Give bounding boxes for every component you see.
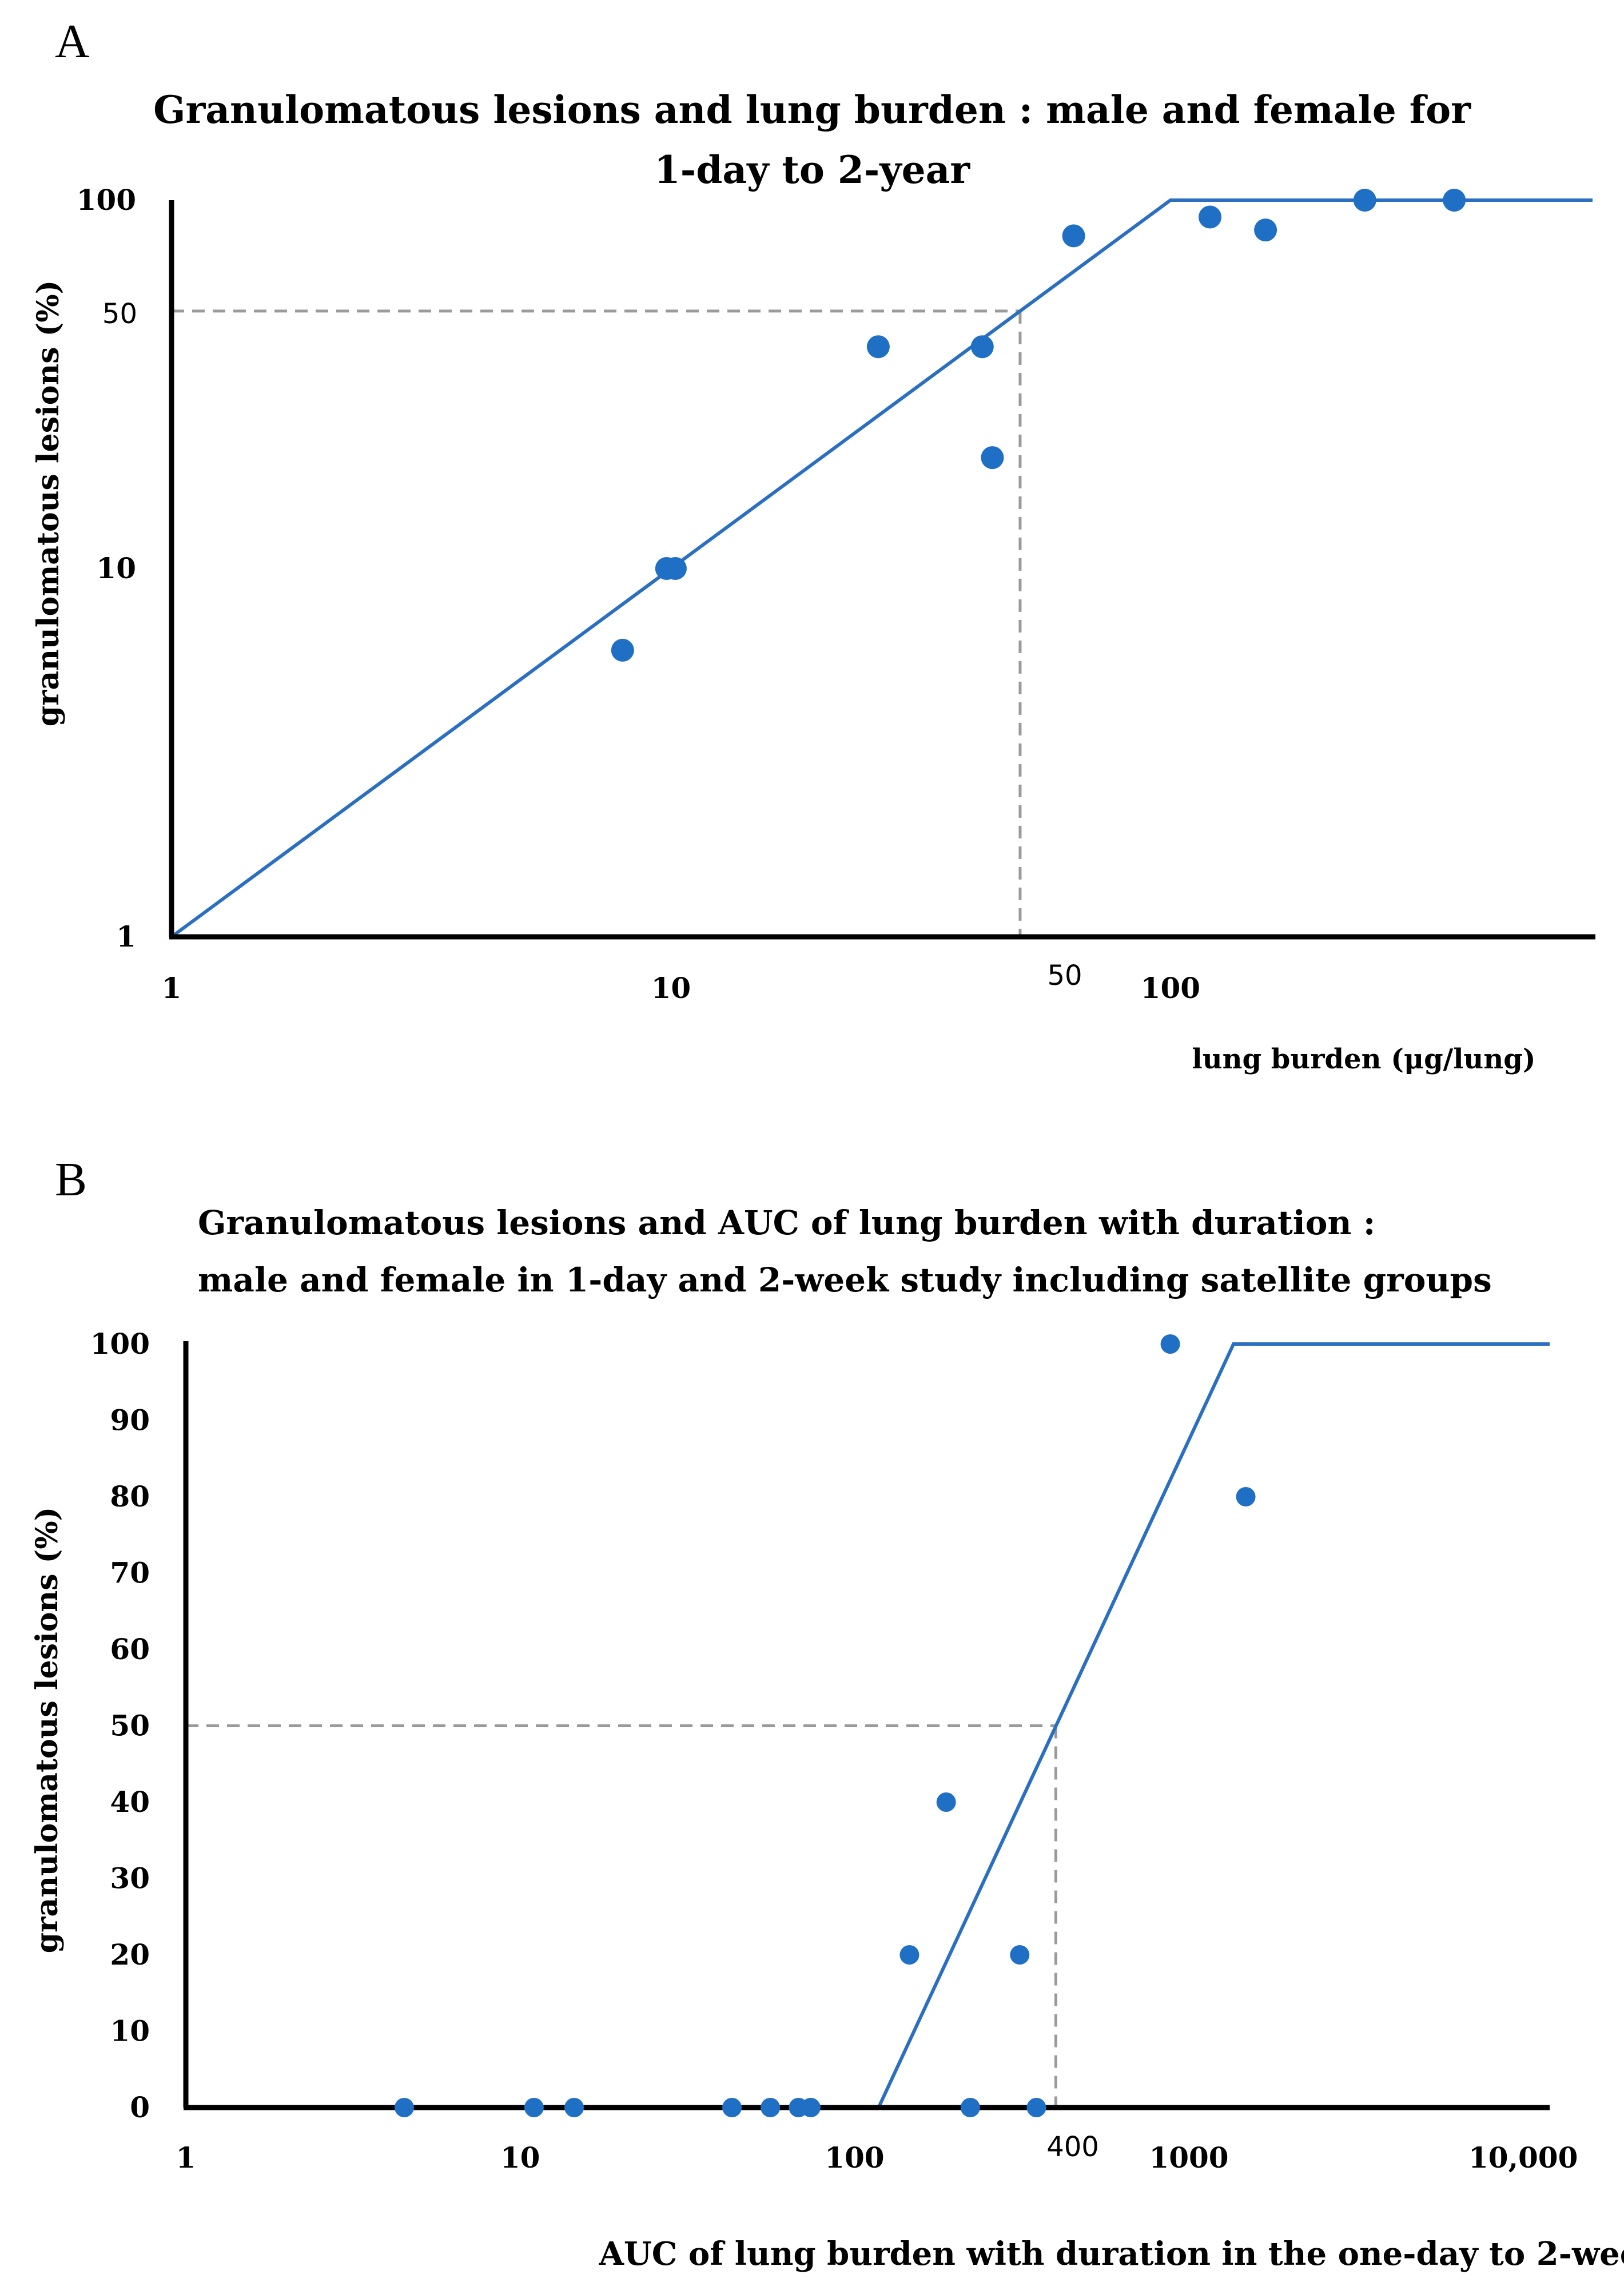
a-y-tick-label: 100 xyxy=(77,183,136,217)
a-data-point-1 xyxy=(611,638,634,662)
b-data-point-7 xyxy=(801,2098,821,2117)
b-data-point-1 xyxy=(394,2098,414,2117)
b-y-tick-label: 50 xyxy=(110,1709,150,1743)
b-data-point-8 xyxy=(899,1945,920,1965)
panel-a-y-tick-labels: 1 10 100 xyxy=(77,183,136,953)
panel-a-data-points xyxy=(611,189,1466,662)
b-data-point-3 xyxy=(564,2098,584,2117)
a-x-tick-label: 100 xyxy=(1141,971,1200,1005)
b-data-point-9 xyxy=(936,1792,956,1812)
panel-b-x-axis-title: AUC of lung burden with duration in the … xyxy=(598,2235,1624,2273)
panel-b: B Granulomatous lesions and AUC of lung … xyxy=(30,1153,1624,2273)
b-data-point-14 xyxy=(1236,1487,1256,1506)
panel-a-ref-x-label: 50 xyxy=(1047,960,1082,992)
b-y-tick-label: 90 xyxy=(110,1404,150,1437)
b-x-tick-label: 10,000 xyxy=(1468,2141,1578,2174)
panel-b-fit-line-group xyxy=(877,1342,1550,2109)
panel-b-data-points xyxy=(394,1334,1256,2117)
b-y-tick-label: 0 xyxy=(130,2090,150,2124)
b-x-tick-label: 1 xyxy=(176,2141,196,2174)
b-y-tick-label: 60 xyxy=(110,1632,150,1666)
panel-a-y-axis-title: granulomatous lesions (%) xyxy=(31,280,66,726)
panel-b-y-axis-title: granulomatous lesions (%) xyxy=(30,1507,65,1953)
b-y-tick-label: 20 xyxy=(110,1938,150,1971)
panel-b-ref-x-label: 400 xyxy=(1046,2131,1099,2163)
panel-a-reference-lines xyxy=(172,309,1022,937)
a-data-point-7 xyxy=(1062,224,1085,248)
panel-a-x-axis-title: lung burden (μg/lung) xyxy=(1192,1043,1535,1075)
panel-a-label: A xyxy=(55,15,90,68)
a-data-point-8 xyxy=(1199,205,1222,229)
panel-b-y-tick-labels: 0 10 20 30 40 50 60 70 80 90 100 xyxy=(90,1327,150,2124)
b-data-point-11 xyxy=(1010,1945,1030,1965)
a-data-point-5 xyxy=(970,335,994,359)
b-y-tick-label: 40 xyxy=(110,1785,150,1819)
b-x-tick-label: 100 xyxy=(825,2141,884,2174)
b-y-tick-label: 10 xyxy=(110,2014,150,2048)
b-data-point-5 xyxy=(761,2098,781,2117)
b-y-tick-label: 30 xyxy=(110,1862,150,1895)
b-y-tick-label: 70 xyxy=(110,1556,150,1590)
b-data-point-4 xyxy=(722,2098,742,2117)
panel-b-title-line-2: male and female in 1-day and 2-week stud… xyxy=(198,1261,1492,1299)
panel-a-x-tick-labels: 1 10 100 xyxy=(162,971,1200,1005)
b-x-tick-label: 10 xyxy=(500,2141,540,2174)
a-y-tick-label: 10 xyxy=(96,551,136,585)
panel-b-label: B xyxy=(55,1153,87,1206)
b-y-tick-label: 80 xyxy=(110,1480,150,1513)
b-data-point-10 xyxy=(960,2098,980,2117)
a-data-point-9 xyxy=(1254,218,1277,242)
a-data-point-11 xyxy=(1443,189,1466,212)
b-data-point-13 xyxy=(1160,1334,1180,1354)
panel-b-title-line-1: Granulomatous lesions and AUC of lung bu… xyxy=(198,1203,1375,1242)
panel-a-title-line-2: 1-day to 2-year xyxy=(654,148,970,192)
a-data-point-6 xyxy=(981,446,1004,470)
a-data-point-10 xyxy=(1353,189,1376,212)
panel-a: A Granulomatous lesions and lung burden … xyxy=(31,15,1595,1075)
b-data-point-12 xyxy=(1026,2098,1046,2117)
a-x-tick-label: 1 xyxy=(162,971,182,1005)
panel-a-title-line-1: Granulomatous lesions and lung burden : … xyxy=(153,88,1471,132)
b-data-point-2 xyxy=(524,2098,544,2117)
a-y-tick-label: 1 xyxy=(116,920,136,953)
b-fit-line xyxy=(877,1342,1550,2109)
panel-b-reference-lines xyxy=(186,1724,1057,2108)
panel-b-x-tick-labels: 1 10 100 1000 10,000 xyxy=(176,2141,1578,2174)
a-x-tick-label: 10 xyxy=(651,971,691,1005)
b-x-tick-label: 1000 xyxy=(1149,2141,1228,2174)
a-data-point-3 xyxy=(663,557,687,580)
a-data-point-4 xyxy=(866,335,890,359)
panel-a-ref-y-label: 50 xyxy=(102,298,137,330)
b-y-tick-label: 100 xyxy=(90,1327,150,1361)
